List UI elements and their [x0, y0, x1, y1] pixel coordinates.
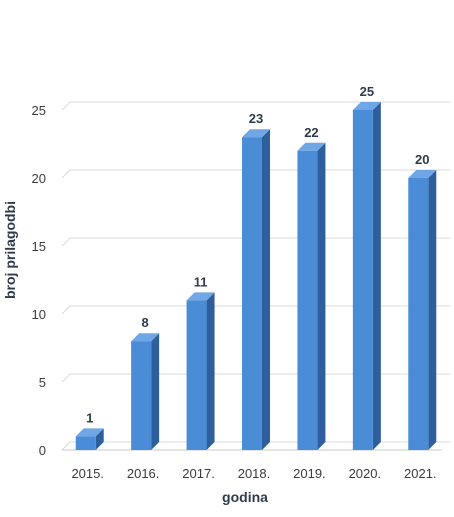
x-tick-label: 2017. — [182, 466, 215, 481]
y-tick-label: 0 — [39, 443, 46, 458]
grid-line — [61, 101, 450, 111]
bar-top-face — [297, 142, 326, 151]
data-label: 20 — [415, 152, 429, 167]
bar-side-face — [151, 333, 160, 450]
bar-front-face — [242, 137, 262, 450]
y-tick-label: 20 — [32, 171, 46, 186]
x-axis-ticks: 2015. 2016. 2017. 2018. 2019. 2020. 2021. — [71, 466, 436, 481]
bar-top-face — [186, 292, 215, 301]
y-tick-label: 5 — [39, 375, 46, 390]
bar-side-face — [262, 129, 270, 450]
bar — [186, 292, 215, 450]
data-label: 22 — [304, 125, 318, 140]
y-tick-label: 15 — [32, 239, 46, 254]
bars — [75, 102, 437, 451]
bar — [297, 142, 326, 451]
data-labels: 1 8 11 23 22 25 20 — [86, 84, 429, 425]
bar-front-face — [352, 110, 373, 450]
data-label: 1 — [86, 410, 93, 425]
bar-front-face — [75, 436, 96, 450]
data-label: 23 — [249, 111, 263, 126]
data-label: 11 — [194, 274, 208, 289]
y-tick-label: 25 — [32, 103, 46, 118]
x-axis-title: godina — [222, 489, 268, 505]
bar-front-face — [131, 341, 152, 450]
bar-side-face — [317, 142, 326, 451]
x-tick-label: 2018. — [238, 466, 271, 481]
data-label: 25 — [360, 84, 374, 99]
y-axis-title: broj prilagodbi — [2, 201, 18, 299]
bar-top-face — [75, 428, 104, 437]
bar-top-face — [242, 129, 270, 138]
bar-top-face — [352, 102, 381, 110]
x-tick-label: 2015. — [71, 466, 104, 481]
bar — [408, 170, 437, 450]
bar-side-face — [206, 292, 215, 450]
bar-top-face — [408, 170, 437, 178]
x-tick-label: 2019. — [293, 466, 326, 481]
bar — [131, 333, 160, 450]
bar-top-face — [131, 333, 160, 342]
bar-front-face — [186, 300, 207, 450]
data-label: 8 — [142, 315, 149, 330]
x-tick-label: 2020. — [349, 466, 382, 481]
bar — [242, 129, 270, 450]
y-tick-label: 10 — [32, 307, 46, 322]
x-tick-label: 2016. — [127, 466, 160, 481]
x-tick-label: 2021. — [404, 466, 437, 481]
bar — [352, 102, 381, 450]
bar-front-face — [408, 178, 429, 450]
bar — [75, 428, 104, 450]
bar-side-face — [428, 170, 437, 450]
bar-side-face — [372, 102, 381, 450]
bar-side-face — [95, 428, 104, 450]
bar-front-face — [297, 150, 318, 451]
y-axis-ticks: 0 5 10 15 20 25 — [32, 103, 46, 458]
